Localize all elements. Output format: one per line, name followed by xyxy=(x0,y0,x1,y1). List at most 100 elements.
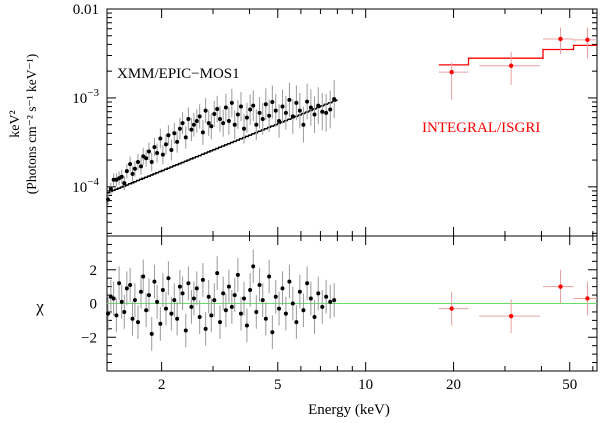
xmm-data-point xyxy=(132,166,137,171)
xmm-residual-point xyxy=(152,279,157,284)
xmm-residual-point xyxy=(324,294,329,299)
xmm-residual-point xyxy=(308,296,313,301)
xmm-residual-point xyxy=(241,296,246,301)
xmm-data-point xyxy=(287,97,292,102)
xmm-data-point xyxy=(280,104,285,109)
y-tick-label-base: 10 xyxy=(72,180,87,196)
xmm-residual-point xyxy=(114,313,119,318)
xmm-data-point xyxy=(105,197,110,202)
xmm-residual-point xyxy=(229,304,234,309)
xmm-data-point xyxy=(139,164,144,169)
xmm-data-point xyxy=(248,107,253,112)
integral-data-point xyxy=(585,37,590,43)
model-lines xyxy=(106,44,597,304)
xmm-data-point xyxy=(270,99,275,104)
xmm-data-point xyxy=(166,133,171,138)
xmm-residual-point xyxy=(270,330,275,335)
xmm-data-point xyxy=(308,105,313,110)
xmm-data-point xyxy=(254,122,259,127)
xmm-data-point xyxy=(263,102,268,107)
xmm-data-point xyxy=(183,135,188,140)
xmm-residual-point xyxy=(141,274,146,279)
y-tick-label: −2 xyxy=(81,330,97,346)
xmm-data-point xyxy=(180,121,185,126)
xmm-data-point xyxy=(128,162,133,167)
xmm-residual-point xyxy=(135,320,140,325)
xmm-residual-point xyxy=(254,309,259,314)
xmm-residual-point xyxy=(248,288,253,292)
xmm-residual-point xyxy=(206,294,211,299)
xmm-data-point xyxy=(324,110,329,115)
xmm-residual-point xyxy=(111,296,116,301)
xmm-residual-point xyxy=(212,298,217,303)
xmm-data-point xyxy=(191,122,196,127)
x-tick-label: 2 xyxy=(158,377,166,393)
y-tick-label: 10−3 xyxy=(72,87,99,107)
xmm-residual-point xyxy=(244,323,249,328)
xmm-residual-point xyxy=(191,296,196,301)
xmm-residual-point xyxy=(257,282,262,287)
xmm-residual-point xyxy=(305,281,310,286)
x-tick-label: 10 xyxy=(358,377,373,393)
xmm-residual-point xyxy=(197,315,202,319)
xmm-residual-point xyxy=(160,288,165,292)
xmm-residual-point xyxy=(226,284,231,289)
xmm-residual-point xyxy=(267,274,272,279)
xmm-data-point xyxy=(177,126,182,131)
integral-residual-point xyxy=(449,306,454,311)
xmm-data-point xyxy=(290,114,295,119)
xmm-residual-point xyxy=(294,320,299,325)
xmm-data-point xyxy=(194,119,199,124)
xmm-residual-point xyxy=(146,293,151,298)
xmm-data-point xyxy=(212,111,217,116)
xmm-residual-point xyxy=(132,298,137,303)
xmm-data-point xyxy=(244,115,249,120)
xmm-residual-point xyxy=(105,311,110,316)
y-tick-label: 10−4 xyxy=(72,176,99,196)
xmm-data-point xyxy=(241,126,246,131)
xmm-residual-point xyxy=(117,281,122,286)
y-tick-label: 0 xyxy=(90,297,98,313)
xmm-data-point xyxy=(111,177,116,182)
xmm-data-point xyxy=(163,142,168,147)
xmm-data-point xyxy=(232,122,237,127)
xmm-data-point xyxy=(141,154,146,159)
xmm-residual-point xyxy=(260,298,265,303)
xmm-data-point xyxy=(312,112,317,117)
xmm-data-point xyxy=(260,116,265,121)
xmm-data-point xyxy=(283,110,288,115)
xmm-residual-point xyxy=(316,291,321,296)
xmm-data-point xyxy=(273,108,278,113)
integral-data-point xyxy=(558,36,563,42)
xmm-residual-point xyxy=(180,291,185,296)
xmm-data-point xyxy=(172,131,177,136)
xmm-residual-point xyxy=(238,311,243,316)
xmm-data-point xyxy=(305,99,310,104)
xmm-data-point xyxy=(175,139,180,144)
xmm-residual-point xyxy=(251,264,256,269)
xmm-data-point xyxy=(158,136,163,141)
y-tick-label-base: 10 xyxy=(72,91,87,107)
xmm-data-point xyxy=(155,151,160,156)
xmm-residual-point xyxy=(158,321,163,326)
xmm-data-point xyxy=(152,145,157,150)
xmm-data-point xyxy=(229,100,234,105)
xmm-data-point xyxy=(189,127,194,132)
xmm-data-point xyxy=(186,116,191,121)
xmm-residual-point xyxy=(209,313,214,318)
xmm-residual-point xyxy=(175,316,180,321)
xmm-data-point xyxy=(218,116,223,121)
y-axis-label-top-line1: keV² xyxy=(8,110,23,138)
integral-model-line xyxy=(438,44,597,66)
x-tick-label: 5 xyxy=(274,377,282,393)
xmm-residual-point xyxy=(163,306,168,311)
xmm-data-point xyxy=(135,160,140,165)
xmm-data-point xyxy=(209,124,214,129)
integral-data-point xyxy=(508,63,514,68)
xmm-residual-point xyxy=(215,271,220,276)
xmm-data-point xyxy=(294,100,299,105)
xmm-residual-point xyxy=(155,299,160,304)
xmm-residual-point xyxy=(283,311,288,316)
y-tick-label: 0.01 xyxy=(73,2,99,18)
xmm-residual-point xyxy=(139,289,144,294)
